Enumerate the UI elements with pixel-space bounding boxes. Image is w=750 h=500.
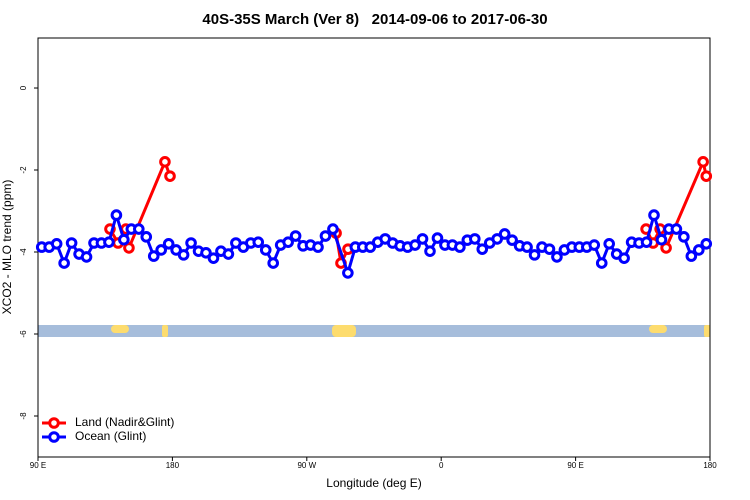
data-point [469,233,481,245]
data-point [670,223,683,235]
data-point [133,223,145,235]
data-point [640,236,653,248]
x-axis-label: Longitude (deg E) [326,476,421,490]
data-point [700,238,713,250]
x-tick-label: 90 E [30,461,46,470]
data-point [551,251,563,263]
data-point [528,249,541,261]
data-point [685,250,698,262]
y-tick-label: -8 [19,412,28,420]
data-point [521,241,533,253]
legend-marker [48,431,60,443]
data-point [282,236,294,248]
x-tick-label: 180 [703,461,717,470]
data-point [123,242,135,254]
land-strip [111,325,129,333]
x-tick-label: 90 E [567,461,583,470]
map-strip [38,325,710,337]
data-point [312,241,324,253]
land-strip [704,325,710,337]
data-point [162,238,175,250]
data-point [164,170,176,182]
data-point [700,170,713,182]
data-point [543,243,556,255]
y-tick-label: -6 [19,330,28,338]
data-point [603,238,616,250]
data-point [185,237,197,249]
data-point [222,248,235,260]
y-axis-label: XCO2 - MLO trend (ppm) [0,180,14,315]
data-point [660,242,672,254]
y-tick-label: 0 [19,85,28,90]
data-point [678,231,690,243]
y-tick-label: -2 [19,166,28,174]
x-tick-label: 180 [166,461,180,470]
data-point [80,251,93,263]
data-point [693,244,705,256]
data-point [476,243,489,255]
data-point [498,228,511,240]
land-strip [649,325,667,333]
data-point [454,241,466,253]
legend-marker [48,417,60,429]
data-point [170,244,182,256]
legend-label: Land (Nadir&Glint) [75,415,174,429]
data-point [595,257,608,269]
legend-label: Ocean (Glint) [75,429,146,443]
data-point [327,223,339,235]
data-point [58,257,70,269]
data-point [200,247,212,259]
data-point [416,233,429,245]
data-point [140,231,153,243]
data-point [118,233,130,246]
land-strip [162,325,168,337]
chart-title: 40S-35S March (Ver 8) 2014-09-06 to 2017… [202,11,547,28]
data-point [252,236,265,248]
data-point [110,209,123,221]
data-point [159,156,171,168]
data-point [648,209,660,221]
data-point [491,233,504,245]
data-point [207,252,220,264]
data-point [319,230,332,242]
data-point [289,230,302,242]
data-point [259,244,272,256]
x-tick-label: 0 [439,461,444,470]
data-point [177,249,190,261]
data-point [342,267,354,279]
data-point [618,252,630,264]
data-point [431,232,444,244]
ocean-strip [38,325,710,337]
data-point [65,237,78,249]
data-point [147,250,160,262]
data-point [364,241,377,253]
data-point [267,257,280,269]
x-tick-label: 90 W [297,461,316,470]
land-strip [332,325,356,337]
data-point [103,236,115,248]
data-point [409,239,421,251]
y-tick-label: -4 [19,248,28,256]
data-point [50,238,63,250]
data-point [506,234,518,246]
data-point [588,239,601,251]
series [35,209,713,279]
data-point [424,245,436,257]
data-point [155,244,167,256]
data-point [697,156,709,168]
data-point [655,233,668,246]
